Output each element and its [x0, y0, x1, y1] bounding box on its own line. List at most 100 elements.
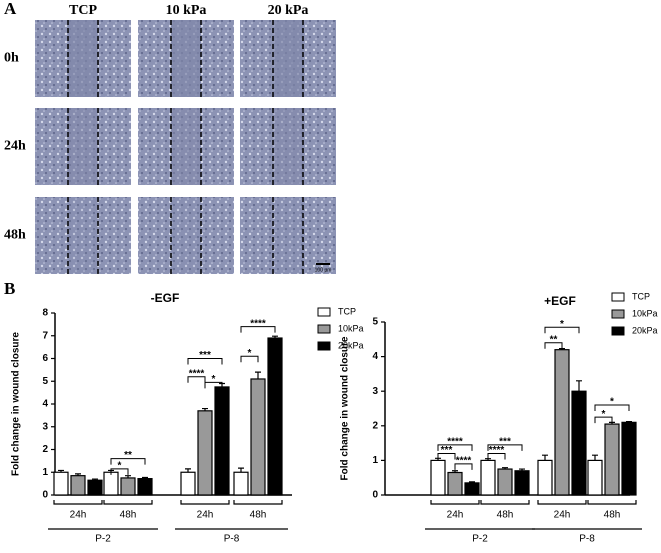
significance-label: *: [212, 374, 216, 385]
significance-label: *: [610, 397, 614, 408]
x-tick-label: 24h: [447, 510, 464, 521]
significance-bracket: [240, 355, 259, 363]
significance-bracket: [594, 404, 630, 412]
bar: [87, 479, 103, 496]
micrograph: [138, 197, 234, 274]
significance-bracket: [437, 452, 456, 460]
bar: [267, 337, 283, 496]
row-label: 24h: [4, 139, 26, 154]
bar: [447, 471, 463, 496]
significance-label: *: [602, 409, 606, 420]
y-tick-label: 2: [372, 420, 378, 431]
error-bar: [626, 421, 632, 423]
y-tick-label: 8: [42, 308, 48, 319]
bar: [604, 423, 620, 496]
category-bracket: [537, 500, 587, 505]
row-label: 0h: [4, 51, 19, 66]
legend-label: TCP: [338, 306, 356, 316]
bar: [587, 459, 603, 496]
category-bracket: [53, 500, 103, 505]
group-label: P-8: [224, 534, 240, 545]
bar: [120, 477, 136, 496]
significance-label: ****: [250, 318, 266, 329]
wound-gap: [171, 108, 201, 185]
x-tick-label: 48h: [250, 510, 267, 521]
significance-bracket: [454, 463, 473, 470]
legend-label: TCP: [632, 291, 650, 301]
error-bar: [92, 478, 98, 481]
legend-label: 10kPa: [632, 308, 658, 318]
chart-title: -EGF: [151, 291, 180, 305]
error-bar: [125, 475, 131, 478]
column-label: 10 kPa: [166, 3, 207, 18]
y-tick-label: 1: [372, 455, 378, 466]
legend-label: 10kPa: [338, 323, 364, 333]
error-bar: [592, 454, 598, 461]
y-tick-label: 3: [372, 386, 378, 397]
bar: [214, 386, 230, 496]
y-tick-label: 4: [42, 399, 48, 410]
error-bar: [238, 467, 244, 473]
significance-bracket: [487, 452, 506, 460]
group-label: P-8: [579, 534, 595, 545]
legend-label: 20kPa: [338, 340, 364, 350]
bar: [464, 482, 480, 496]
significance-bracket: [204, 381, 223, 389]
category-bracket: [180, 500, 230, 505]
significance-label: *: [248, 348, 252, 359]
error-bar: [58, 469, 64, 473]
bar: [233, 471, 249, 496]
bar: [480, 459, 496, 496]
x-tick-label: 48h: [604, 510, 621, 521]
bar: [497, 468, 513, 496]
bar: [53, 471, 69, 496]
y-tick-label: 0: [42, 490, 48, 501]
x-tick-label: 24h: [554, 510, 571, 521]
column-label: TCP: [69, 3, 97, 18]
significance-label: ****: [189, 368, 205, 379]
x-tick-label: 48h: [120, 510, 137, 521]
micrograph: [240, 197, 336, 274]
x-tick-label: 24h: [70, 510, 87, 521]
legend-swatch: [317, 307, 331, 317]
y-tick-label: 0: [372, 490, 378, 501]
panel-label: A: [4, 0, 17, 18]
wound-gap: [171, 197, 201, 274]
x-tick-label: 24h: [197, 510, 214, 521]
y-tick-label: 5: [42, 376, 48, 387]
bar: [250, 378, 266, 496]
micrograph: [35, 197, 131, 274]
significance-bracket: [487, 444, 523, 451]
significance-bracket: [544, 326, 580, 334]
significance-label: ***: [199, 350, 211, 361]
y-tick-label: 6: [42, 353, 48, 364]
error-bar: [452, 470, 458, 473]
bar: [180, 471, 196, 496]
error-bar: [272, 335, 278, 339]
legend-swatch: [317, 324, 331, 334]
significance-label: ***: [441, 445, 453, 456]
bar: [571, 390, 587, 496]
bar: [70, 475, 86, 496]
bar: [537, 459, 553, 496]
significance-bracket: [437, 444, 473, 451]
bar: [621, 421, 637, 496]
significance-bracket: [240, 326, 276, 333]
legend-swatch: [611, 309, 625, 319]
y-tick-label: 3: [42, 421, 48, 432]
significance-label: *: [560, 319, 564, 330]
significance-label: ****: [447, 436, 463, 447]
error-bar: [519, 468, 525, 471]
significance-label: ***: [499, 436, 511, 447]
error-bar: [542, 454, 548, 461]
significance-label: **: [550, 334, 558, 345]
significance-label: **: [124, 450, 132, 461]
bar: [197, 410, 213, 496]
significance-label: ****: [489, 445, 505, 456]
wound-gap: [68, 20, 98, 97]
legend-label: 20kPa: [632, 325, 658, 335]
x-tick-label: 48h: [497, 510, 514, 521]
y-axis-label: Fold change in wound closure: [11, 332, 22, 476]
legend-swatch: [611, 292, 625, 302]
group-label: P-2: [472, 534, 488, 545]
